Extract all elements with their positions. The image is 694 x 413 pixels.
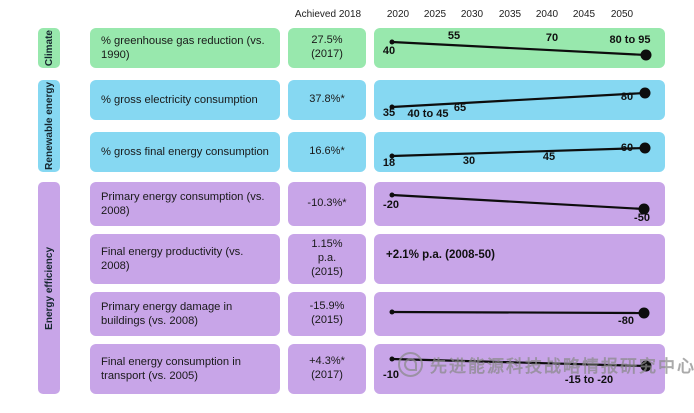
chart-value-label: 40 [382, 45, 396, 57]
trend-line-svg [389, 307, 650, 319]
metric-label-text: Final energy productivity (vs. 2008) [101, 245, 244, 272]
trend-line-svg [389, 142, 651, 159]
metric-label-text: % gross electricity consumption [101, 93, 258, 106]
metric-label-ghg: % greenhouse gas reduction (vs. 1990) [90, 28, 280, 68]
chart-value-label: 80 to 95 [609, 34, 651, 46]
achieved-value-ghg: 27.5% (2017) [288, 28, 366, 68]
year-label-2025: 2025 [423, 9, 447, 20]
chart-value-label: -50 [634, 212, 650, 224]
achieved-value-primary-energy: -10.3%* [288, 182, 366, 226]
category-climate: Climate [38, 28, 60, 68]
year-label-2020: 2020 [386, 9, 410, 20]
achieved-column-header: Achieved 2018 [294, 9, 362, 20]
achieved-value-final-energy: 16.6%* [288, 132, 366, 172]
achieved-value-buildings: -15.9% (2015) [288, 292, 366, 336]
start-dot [389, 309, 395, 315]
metric-label-buildings: Primary energy damage in buildings (vs. … [90, 292, 280, 336]
year-label-2035: 2035 [498, 9, 522, 20]
timeline-productivity: +2.1% p.a. (2008-50) [374, 234, 665, 284]
chart-value-label: 45 [542, 151, 556, 163]
category-renewable-energy: Renewable energy [38, 80, 60, 172]
timeline-primary-energy: -20 -50 [374, 182, 665, 226]
target-dot [639, 87, 651, 99]
year-label-2030: 2030 [460, 9, 484, 20]
timeline-electricity: 35 40 to 45 65 80 [374, 80, 665, 120]
target-dot [638, 203, 650, 215]
year-label-2040: 2040 [535, 9, 559, 20]
productivity-annotation: +2.1% p.a. (2008-50) [386, 249, 495, 261]
chart-value-label: 30 [462, 155, 476, 167]
chart-value-label: 65 [453, 102, 467, 114]
trend-line [391, 193, 645, 211]
category-renewable-energy-label: Renewable energy [43, 82, 55, 170]
chart-value-label: 55 [447, 30, 461, 42]
year-label-2045: 2045 [572, 9, 596, 20]
trend-line [391, 357, 647, 368]
start-dot [389, 104, 395, 110]
chart-value-label: -80 [618, 315, 634, 327]
start-dot [389, 153, 395, 159]
start-dot [389, 39, 395, 45]
metric-label-final-energy: % gross final energy consumption [90, 132, 280, 172]
metric-label-text: Final energy consumption in transport (v… [101, 355, 241, 382]
target-dot [639, 142, 651, 154]
chart-value-label: -15 to -20 [564, 374, 614, 386]
year-label-2050: 2050 [610, 9, 634, 20]
trend-line-svg [389, 192, 650, 215]
achieved-value-electricity: 37.8%* [288, 80, 366, 120]
chart-value-label: 40 to 45 [407, 108, 449, 120]
chart-value-label: 35 [382, 107, 396, 119]
target-dot [638, 307, 650, 319]
trend-line-svg [389, 39, 652, 61]
metric-label-primary-energy: Primary energy consumption (vs. 2008) [90, 182, 280, 226]
metric-label-text: Primary energy consumption (vs. 2008) [101, 190, 265, 217]
chart-value-label: 60 [620, 142, 634, 154]
metric-label-productivity: Final energy productivity (vs. 2008) [90, 234, 280, 284]
category-climate-label: Climate [43, 29, 55, 67]
chart-value-label: -10 [383, 369, 399, 381]
trend-line [391, 91, 646, 109]
metric-label-transport: Final energy consumption in transport (v… [90, 344, 280, 394]
metric-label-text: Primary energy damage in buildings (vs. … [101, 300, 233, 327]
achieved-value-productivity: 1.15% p.a. (2015) [288, 234, 366, 284]
category-energy-efficiency-label: Energy efficiency [43, 246, 55, 330]
trend-line [391, 310, 645, 315]
trend-line-svg [389, 356, 652, 372]
target-dot [640, 49, 652, 61]
metric-label-text: % gross final energy consumption [101, 145, 269, 158]
chart-value-label: 70 [545, 32, 559, 44]
metric-label-electricity: % gross electricity consumption [90, 80, 280, 120]
chart-value-label: -20 [383, 199, 399, 211]
timeline-transport: -10 -15 to -20 [374, 344, 665, 394]
start-dot [389, 192, 395, 198]
achieved-value-transport: +4.3%* (2017) [288, 344, 366, 394]
trend-line-svg [389, 87, 651, 110]
target-dot [640, 360, 652, 372]
timeline-ghg: 40 55 70 80 to 95 [374, 28, 665, 68]
trend-line [391, 40, 647, 57]
chart-value-label: 18 [382, 157, 396, 169]
category-energy-efficiency: Energy efficiency [38, 182, 60, 394]
metric-label-text: % greenhouse gas reduction (vs. 1990) [101, 34, 265, 61]
start-dot [389, 356, 395, 362]
chart-value-label: 80 [620, 91, 634, 103]
timeline-buildings: -80 [374, 292, 665, 336]
timeline-final-energy: 18 30 45 60 [374, 132, 665, 172]
trend-line [391, 146, 646, 158]
